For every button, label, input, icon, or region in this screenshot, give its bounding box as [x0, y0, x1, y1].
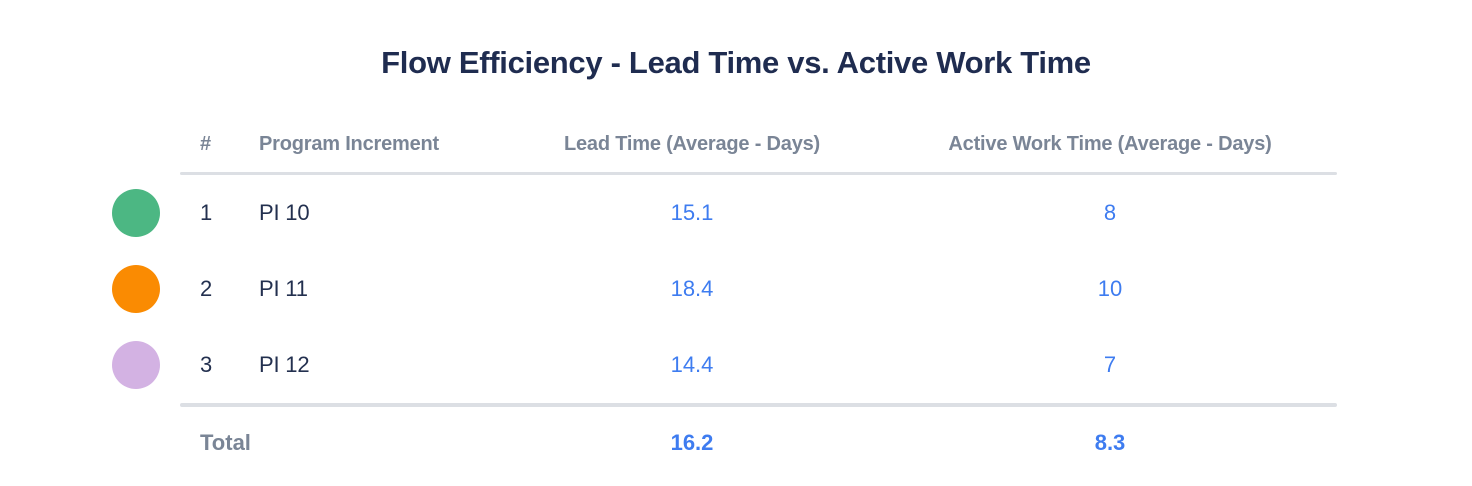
column-header-program-increment: Program Increment: [259, 133, 439, 155]
lead-time-value: 15.1: [670, 200, 714, 225]
table-row-pi10: 1 PI 10 15.1 8: [112, 175, 1360, 251]
table-row-pi11: 2 PI 11 18.4 10: [112, 251, 1360, 327]
page-title: Flow Efficiency - Lead Time vs. Active W…: [381, 45, 1091, 80]
active-work-time-value: 7: [1103, 352, 1117, 377]
flow-efficiency-table: # Program Increment Lead Time (Average -…: [112, 80, 1360, 479]
column-header-lead-time: Lead Time (Average - Days): [563, 133, 820, 155]
table-header-row: # Program Increment Lead Time (Average -…: [112, 80, 1360, 172]
total-divider: [180, 403, 1337, 407]
active-work-time-value: 8: [1103, 200, 1117, 225]
program-increment-label: PI 12: [259, 352, 310, 377]
lead-time-value: 14.4: [670, 352, 714, 377]
row-index: 3: [200, 352, 213, 377]
table-total-row: Total 16.2 8.3: [112, 407, 1360, 479]
program-increment-label: PI 10: [259, 200, 310, 225]
column-header-index: #: [200, 133, 211, 155]
table-row-pi12: 3 PI 12 14.4 7: [112, 327, 1360, 403]
column-header-active-work-time: Active Work Time (Average - Days): [948, 133, 1272, 155]
row-index: 1: [200, 200, 213, 225]
total-label: Total: [200, 430, 251, 455]
series-marker-green-icon: [112, 189, 160, 237]
active-work-time-value: 10: [1097, 276, 1123, 301]
legend-cell: [112, 189, 180, 237]
total-active-work-time-value: 8.3: [1094, 430, 1126, 455]
lead-time-value: 18.4: [670, 276, 714, 301]
series-marker-orange-icon: [112, 265, 160, 313]
program-increment-label: PI 11: [259, 276, 308, 301]
legend-cell: [112, 341, 180, 389]
total-lead-time-value: 16.2: [670, 430, 714, 455]
series-marker-lavender-icon: [112, 341, 160, 389]
header-divider: [180, 172, 1337, 175]
legend-cell: [112, 265, 180, 313]
row-index: 2: [200, 276, 213, 301]
